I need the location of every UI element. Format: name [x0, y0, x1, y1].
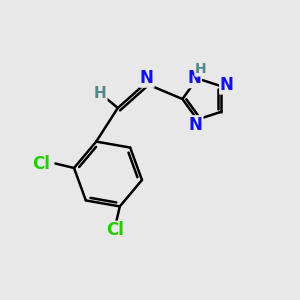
Text: N: N: [188, 70, 201, 88]
Text: N: N: [140, 69, 154, 87]
Text: N: N: [220, 76, 234, 94]
Text: H: H: [94, 86, 107, 101]
Text: Cl: Cl: [106, 221, 124, 239]
Text: Cl: Cl: [32, 154, 50, 172]
Text: H: H: [195, 62, 207, 76]
Text: N: N: [189, 116, 203, 134]
